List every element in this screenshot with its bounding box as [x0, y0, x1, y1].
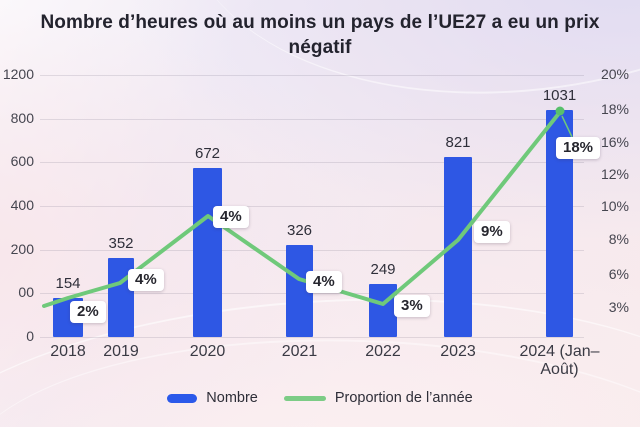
y-axis-left-tick: 00 [18, 284, 34, 301]
gridline [40, 118, 584, 120]
percent-label: 3% [394, 295, 430, 317]
legend-label-nombre: Nombre [206, 390, 258, 406]
bar-value-label: 672 [194, 145, 221, 162]
legend-item-nombre: Nombre [167, 390, 258, 406]
y-axis-left-tick: 600 [10, 153, 34, 170]
y-axis-right-tick: 3% [608, 299, 629, 315]
y-axis-right-tick: 6% [608, 266, 629, 282]
bar-2020 [193, 168, 222, 337]
bar-value-label: 821 [445, 134, 471, 151]
y-axis-left-tick: 400 [10, 197, 34, 213]
x-axis-tick: 2019 [103, 343, 139, 360]
legend-item-proportion: Proportion de l’année [283, 390, 473, 406]
line-series-swatch [283, 395, 326, 401]
bar-value-label: 154 [55, 275, 81, 292]
y-axis-right-tick: 16% [600, 134, 629, 150]
percent-label: 2% [70, 301, 106, 323]
chart-title: Nombre d’heures où au moins un pays de l… [0, 10, 640, 60]
bar-value-label: 249 [370, 261, 396, 278]
gridline [40, 162, 584, 164]
percent-label: 4% [128, 269, 164, 291]
y-axis-right-tick: 18% [600, 101, 629, 117]
x-axis-tick: 2023 [440, 343, 476, 360]
y-axis-right-tick: 10% [600, 198, 629, 214]
percent-label: 9% [474, 221, 510, 243]
x-axis-tick: 2022 [365, 343, 401, 360]
y-axis-left-tick: 1200 [2, 66, 34, 82]
x-axis-tick: 2020 [189, 343, 226, 360]
legend: Nombre Proportion de l’année [0, 390, 640, 406]
gridline [40, 75, 584, 76]
bar-2022 [369, 284, 397, 337]
bar-2023 [444, 157, 472, 337]
bar-value-label: 326 [286, 222, 313, 239]
x-axis-tick: 2024 (Jan– Août) [519, 343, 600, 379]
gridline [40, 206, 584, 207]
bar-series-swatch [167, 393, 198, 403]
percent-label: 18% [556, 137, 601, 159]
x-axis-tick: 2021 [281, 343, 318, 360]
legend-label-proportion: Proportion de l’année [334, 390, 473, 406]
percent-label: 4% [306, 271, 342, 293]
y-axis-left-tick: 200 [10, 240, 34, 257]
y-axis-right-tick: 8% [608, 231, 629, 247]
chart-title-line1: Nombre d’heures où au moins un pays de l… [40, 12, 600, 33]
x-axis-tick: 2018 [50, 343, 86, 360]
percent-label: 4% [213, 206, 249, 228]
y-axis-left-tick: 800 [10, 109, 34, 126]
bar-value-label: 1031 [542, 87, 577, 104]
bar-value-label: 352 [108, 235, 134, 252]
y-axis-right-tick: 12% [600, 166, 629, 182]
y-axis-right-tick: 20% [600, 66, 629, 82]
y-axis-left-tick: 0 [26, 328, 34, 344]
chart-title-line2: négatif [288, 37, 352, 59]
gridline [40, 337, 584, 338]
